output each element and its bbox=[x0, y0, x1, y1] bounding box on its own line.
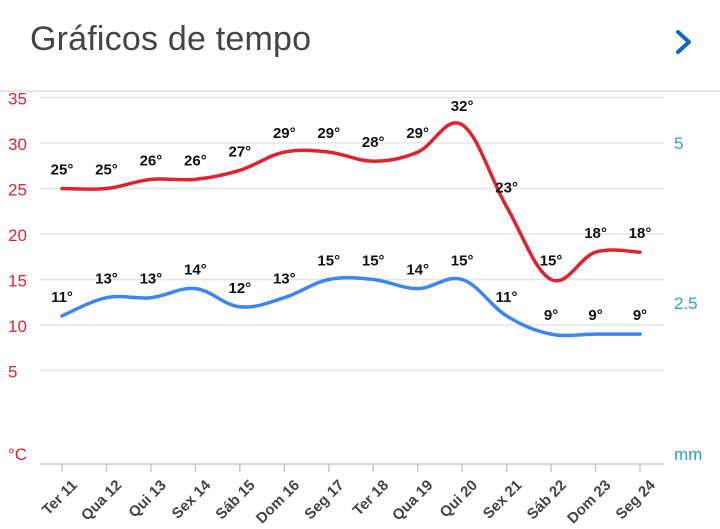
temperature-max-line bbox=[60, 121, 642, 283]
data-label: 14° bbox=[184, 262, 207, 279]
data-label: 13° bbox=[273, 271, 296, 288]
data-label: 27° bbox=[229, 143, 252, 160]
data-label: 12° bbox=[229, 280, 252, 297]
data-label: 15° bbox=[362, 253, 385, 270]
left-tick-label: 35 bbox=[8, 92, 27, 109]
header: Gráficos de tempo bbox=[0, 0, 720, 92]
x-tick-label: Sex 14 bbox=[169, 476, 215, 522]
x-tick-label: Sex 21 bbox=[480, 477, 526, 523]
x-tick-label: Ter 11 bbox=[39, 477, 81, 519]
data-label: 23° bbox=[495, 180, 518, 197]
weather-chart: 35 30 25 20 15 10 5 °C 5 2.5 mm Ter 11 Qua 12 Qui 13 S… bbox=[0, 90, 720, 528]
x-tick-label: Dom 23 bbox=[564, 477, 614, 524]
data-label: 32° bbox=[451, 98, 474, 115]
x-tick-label: Qua 19 bbox=[389, 477, 436, 524]
left-tick-label: 15 bbox=[8, 272, 27, 291]
data-label: 11° bbox=[496, 289, 518, 306]
temperature-min-line bbox=[60, 275, 642, 338]
left-axis-unit: °C bbox=[8, 445, 27, 464]
data-label: 29° bbox=[317, 125, 340, 142]
data-label: 15° bbox=[540, 253, 563, 270]
data-label: 26° bbox=[140, 152, 163, 169]
x-tick-label: Dom 16 bbox=[253, 477, 303, 524]
right-tick-label: 2.5 bbox=[674, 294, 698, 313]
data-label: 25° bbox=[95, 162, 118, 179]
x-tick-label: Ter 18 bbox=[350, 477, 392, 519]
x-tick-label: Qui 20 bbox=[437, 477, 481, 521]
data-label: 13° bbox=[95, 271, 118, 288]
x-tick-label: Seg 24 bbox=[613, 476, 660, 523]
x-tick-label: Qua 12 bbox=[78, 477, 125, 524]
data-label: 9° bbox=[588, 307, 602, 324]
right-tick-label: 5 bbox=[674, 134, 683, 153]
data-label: 26° bbox=[184, 152, 207, 169]
page-title: Gráficos de tempo bbox=[30, 20, 312, 58]
data-label: 15° bbox=[451, 253, 474, 270]
data-label: 25° bbox=[51, 162, 74, 179]
left-tick-label: 30 bbox=[8, 135, 27, 154]
x-tick-label: Sáb 15 bbox=[212, 477, 258, 523]
data-label: 18° bbox=[584, 225, 607, 242]
x-tick-label: Qui 13 bbox=[125, 477, 169, 521]
left-tick-label: 10 bbox=[8, 317, 27, 336]
x-tick-label: Sáb 22 bbox=[524, 477, 570, 523]
chevron-right-icon[interactable] bbox=[666, 24, 702, 60]
left-tick-label: 20 bbox=[8, 226, 27, 245]
left-tick-label: 25 bbox=[8, 181, 27, 200]
left-tick-label: 5 bbox=[8, 363, 17, 382]
right-axis-unit: mm bbox=[674, 445, 702, 464]
data-label: 15° bbox=[317, 253, 340, 270]
data-label: 28° bbox=[362, 134, 385, 151]
data-label: 9° bbox=[633, 307, 647, 324]
data-label: 14° bbox=[406, 262, 429, 279]
data-label: 18° bbox=[629, 225, 652, 242]
data-label: 29° bbox=[406, 125, 429, 142]
x-tick-label: Seg 17 bbox=[301, 477, 347, 523]
data-label: 11° bbox=[51, 289, 73, 306]
data-label: 29° bbox=[273, 125, 296, 142]
data-label: 13° bbox=[140, 271, 163, 288]
data-label: 9° bbox=[544, 307, 558, 324]
